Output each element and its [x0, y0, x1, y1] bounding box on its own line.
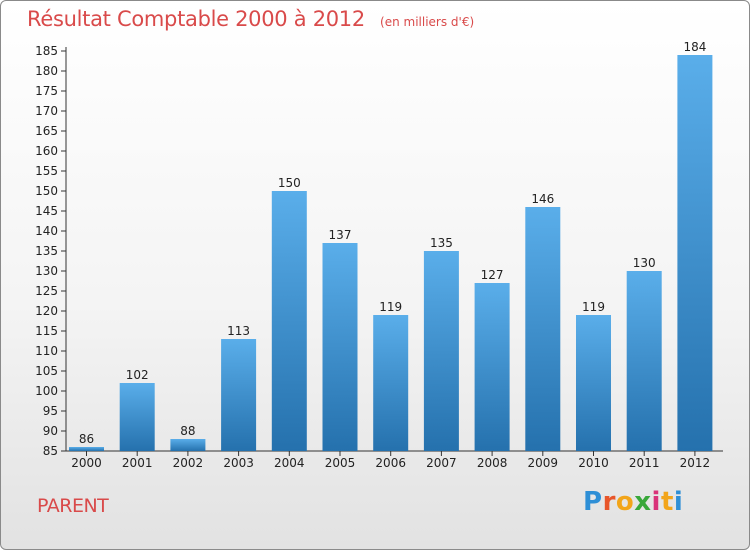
chart-bars [69, 55, 713, 451]
logo-letter: x [634, 487, 652, 517]
proxiti-logo: Proxiti [583, 487, 683, 517]
y-tick-label: 100 [35, 384, 58, 398]
y-tick-label: 175 [35, 84, 58, 98]
x-tick-label: 2012 [680, 456, 711, 470]
logo-letter: o [615, 487, 635, 517]
bar [119, 383, 155, 451]
bar [271, 191, 307, 451]
bar [474, 283, 510, 451]
y-tick-label: 90 [43, 424, 58, 438]
x-tick-label: 2009 [528, 456, 559, 470]
data-label: 146 [531, 192, 554, 206]
data-label: 127 [481, 268, 504, 282]
y-tick-label: 135 [35, 244, 58, 258]
bar [322, 243, 358, 451]
commune-name: PARENT [37, 495, 109, 517]
x-tick-label: 2001 [122, 456, 153, 470]
data-label: 86 [79, 432, 94, 446]
chart-data-labels: 86 102 88 113 150 137 119 135 127 146 119 130 184 [79, 40, 706, 446]
bar [170, 439, 206, 451]
y-tick-label: 110 [35, 344, 58, 358]
bar [373, 315, 409, 451]
x-tick-label: 2008 [477, 456, 508, 470]
data-label: 102 [126, 368, 149, 382]
y-tick-label: 170 [35, 104, 58, 118]
y-tick-label: 120 [35, 304, 58, 318]
data-label: 88 [180, 424, 195, 438]
data-label: 119 [582, 300, 605, 314]
y-tick-label: 145 [35, 204, 58, 218]
data-label: 119 [379, 300, 402, 314]
y-tick-label: 160 [35, 144, 58, 158]
y-tick-label: 140 [35, 224, 58, 238]
x-tick-label: 2007 [426, 456, 457, 470]
bar [221, 339, 257, 451]
y-tick-label: 95 [43, 404, 58, 418]
logo-letter: i [651, 487, 661, 517]
y-tick-label: 105 [35, 364, 58, 378]
y-tick-label: 150 [35, 184, 58, 198]
chart-axes: 85 90 95 100 105 110 115 120 125 130 135 140 145 150 1… [35, 44, 723, 470]
data-label: 130 [633, 256, 656, 270]
bar [626, 271, 662, 451]
data-label: 150 [278, 176, 301, 190]
x-tick-label: 2005 [325, 456, 356, 470]
x-tick-label: 2000 [71, 456, 102, 470]
data-label: 137 [329, 228, 352, 242]
y-tick-label: 165 [35, 124, 58, 138]
data-label: 135 [430, 236, 453, 250]
y-tick-label: 155 [35, 164, 58, 178]
bar [423, 251, 459, 451]
bar [69, 447, 104, 451]
y-tick-label: 115 [35, 324, 58, 338]
x-tick-label: 2002 [173, 456, 204, 470]
y-tick-label: 130 [35, 264, 58, 278]
x-tick-label: 2004 [274, 456, 305, 470]
data-label: 113 [227, 324, 250, 338]
data-label: 184 [683, 40, 706, 54]
y-tick-label: 125 [35, 284, 58, 298]
y-tick-label: 185 [35, 44, 58, 58]
chart-title: Résultat Comptable 2000 à 2012 (en milli… [27, 7, 474, 31]
y-tick-label: 180 [35, 64, 58, 78]
logo-letter: t [660, 487, 674, 517]
x-tick-label: 2011 [629, 456, 660, 470]
bar [677, 55, 713, 451]
logo-letter: r [602, 487, 616, 517]
x-tick-label: 2003 [223, 456, 254, 470]
chart-title-main: Résultat Comptable 2000 à 2012 [27, 7, 365, 31]
y-tick-label: 85 [43, 444, 58, 458]
chart-title-unit: (en milliers d'€) [380, 15, 475, 29]
logo-letter: P [583, 487, 603, 517]
bar [525, 207, 561, 451]
x-tick-label: 2006 [375, 456, 406, 470]
x-tick-label: 2010 [578, 456, 609, 470]
bar [576, 315, 611, 451]
logo-letter: i [673, 487, 684, 517]
